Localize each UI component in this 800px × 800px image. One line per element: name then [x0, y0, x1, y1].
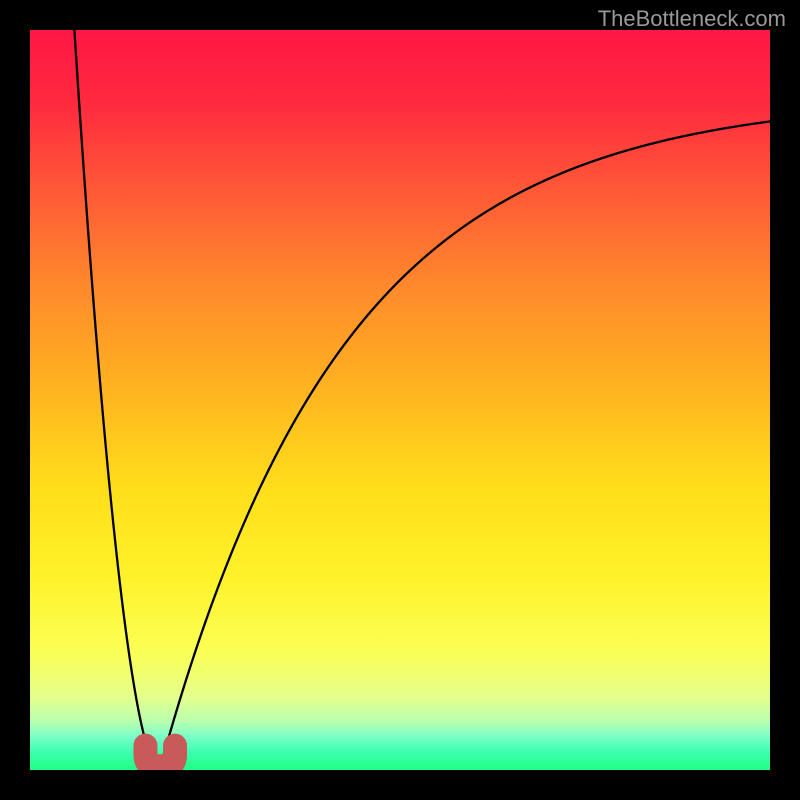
bottleneck-plot-svg [30, 30, 770, 770]
chart-canvas: TheBottleneck.com [0, 0, 800, 800]
plot-area [30, 30, 770, 770]
watermark-text: TheBottleneck.com [598, 6, 786, 32]
